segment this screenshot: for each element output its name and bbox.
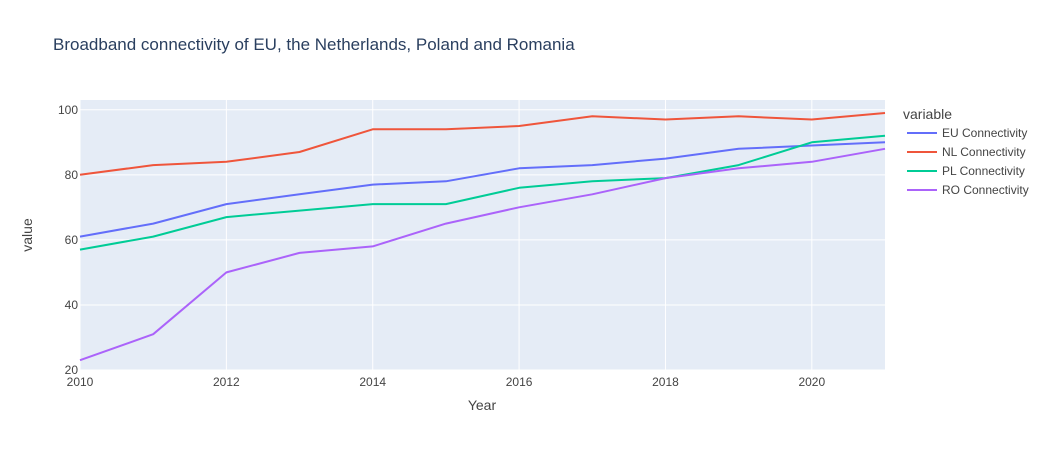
y-axis-ticks: 20 40 60 80 100 [58, 103, 78, 377]
x-tick-label: 2014 [359, 375, 386, 389]
x-tick-label: 2016 [506, 375, 533, 389]
y-tick-label: 40 [65, 298, 79, 312]
y-tick-label: 20 [65, 363, 79, 377]
legend-title: variable [903, 106, 952, 122]
series-line [79, 147, 886, 362]
series-lines [79, 112, 886, 362]
x-axis-label: Year [468, 397, 497, 413]
y-tick-label: 100 [58, 103, 78, 117]
x-tick-label: 2020 [798, 375, 825, 389]
series-line [79, 141, 886, 238]
legend-item-label: RO Connectivity [942, 183, 1029, 197]
x-tick-label: 2012 [213, 375, 240, 389]
legend-item-label: NL Connectivity [942, 145, 1026, 159]
y-axis-label: value [19, 218, 35, 252]
legend: variable EU Connectivity NL Connectivity P… [903, 106, 1029, 197]
y-tick-label: 80 [65, 168, 79, 182]
x-axis-ticks: 2010 2012 2014 2016 2018 2020 [67, 375, 826, 389]
y-tick-label: 60 [65, 233, 79, 247]
chart-title: Broadband connectivity of EU, the Nether… [53, 35, 575, 54]
series-line [79, 112, 886, 176]
y-gridlines [80, 109, 885, 371]
plot-area [80, 100, 885, 370]
series-line [79, 134, 886, 251]
x-tick-label: 2010 [67, 375, 94, 389]
x-tick-label: 2018 [652, 375, 679, 389]
legend-item-label: EU Connectivity [942, 126, 1027, 140]
legend-item-label: PL Connectivity [942, 164, 1025, 178]
